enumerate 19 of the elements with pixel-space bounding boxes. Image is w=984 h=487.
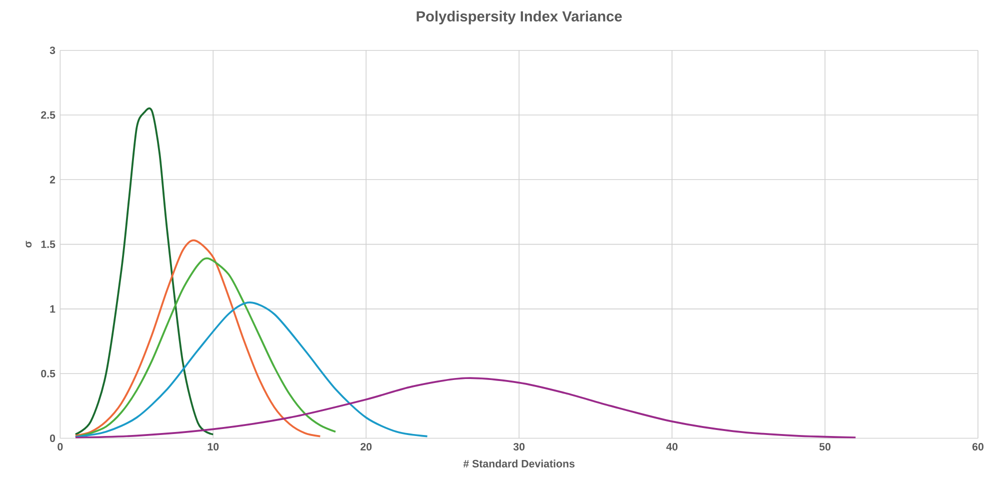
y-tick-label: 2.5 — [41, 111, 56, 119]
y-tick-label: 0 — [50, 434, 56, 442]
line-series — [74, 377, 857, 438]
x-axis-title: # Standard Deviations — [463, 460, 575, 468]
chart-title: Polydispersity Index Variance — [416, 10, 622, 24]
x-tick-label: 0 — [58, 442, 63, 450]
y-axis-title: σ — [26, 240, 32, 248]
y-tick-label: 1.5 — [41, 240, 56, 248]
x-tick-label: 40 — [666, 442, 678, 450]
x-tick-label: 60 — [972, 442, 984, 450]
x-tick-label: 30 — [513, 442, 525, 450]
y-tick-label: 0.5 — [41, 370, 56, 378]
line-series — [74, 302, 428, 438]
x-tick-label: 50 — [819, 442, 830, 450]
y-tick-label: 1 — [50, 305, 56, 313]
y-tick-label: 3 — [50, 46, 56, 54]
x-tick-label: 20 — [360, 442, 372, 450]
x-tick-label: 10 — [208, 442, 219, 450]
y-tick-label: 2 — [50, 176, 56, 184]
